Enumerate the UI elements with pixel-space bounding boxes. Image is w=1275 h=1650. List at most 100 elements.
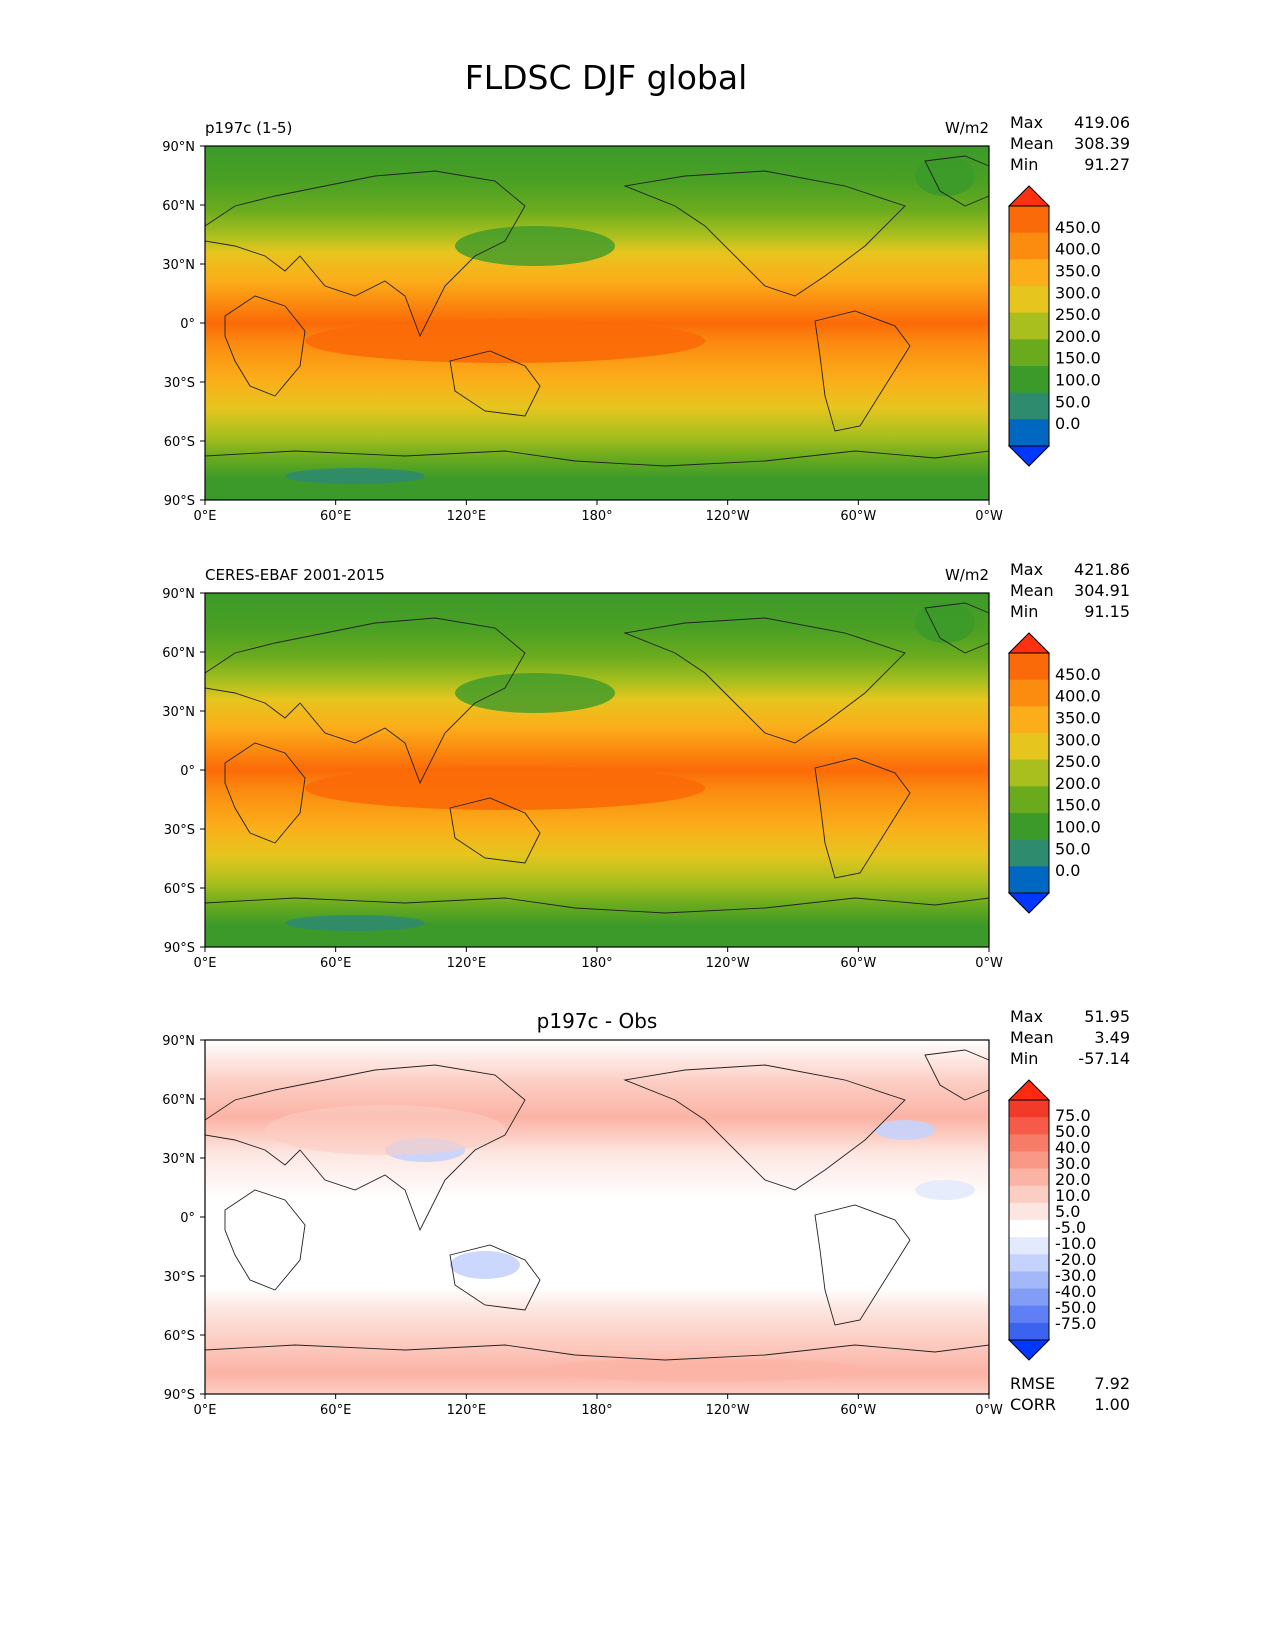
field-feature — [455, 226, 615, 266]
panel-title: p197c - Obs — [537, 1009, 658, 1033]
panel-top: 90°N 60°N 30°N 0° 30°S 60°S 90°S0°E 60°E 120°E 18… — [162, 113, 1130, 524]
lat-tick-label: 30°S — [164, 1270, 195, 1285]
colorbar-segment — [1009, 839, 1049, 867]
lat-tick-label: 90°N — [162, 1034, 195, 1049]
colorbar-label: 250.0 — [1055, 752, 1101, 771]
colorbar-label: -10.0 — [1055, 1234, 1096, 1253]
lon-tick-label: 60°E — [320, 956, 351, 971]
lat-tick-label: 60°S — [164, 1329, 195, 1344]
panel-units: W/m2 — [945, 119, 989, 137]
colorbar-label: 0.0 — [1055, 414, 1080, 433]
colorbar-label: -75.0 — [1055, 1314, 1096, 1333]
lon-tick-label: 0°W — [975, 509, 1003, 524]
colorbar-label: 75.0 — [1055, 1106, 1091, 1125]
lon-tick-label: 180° — [581, 956, 612, 971]
stat-label: Min — [1010, 155, 1038, 174]
lon-tick-label: 0°W — [975, 956, 1003, 971]
panel-title: p197c (1-5) — [205, 119, 292, 137]
colorbar-segment — [1009, 813, 1049, 841]
stat-value: 3.49 — [1094, 1028, 1130, 1047]
colorbar-segment — [1009, 1254, 1049, 1272]
figure-title: FLDSC DJF global — [465, 58, 748, 97]
panels: 90°N60°N30°N0°30°S60°S90°S0°E 60°E 120°E 18… — [162, 113, 1130, 1418]
colorbar-segment — [1009, 1134, 1049, 1152]
lat-tick-label: 0° — [180, 317, 195, 332]
stat-label: Mean — [1010, 581, 1054, 600]
stat-value: 421.86 — [1074, 560, 1130, 579]
lon-tick-label: 120°E — [447, 509, 487, 524]
colorbar-label: 200.0 — [1055, 327, 1101, 346]
stat-value: -57.14 — [1078, 1049, 1130, 1068]
lat-tick-label: 90°N — [162, 140, 195, 155]
colorbar-label: 5.0 — [1055, 1202, 1080, 1221]
colorbar-label: 50.0 — [1055, 839, 1091, 858]
colorbar-cap-bottom — [1007, 892, 1051, 914]
lat-tick-label: 90°N — [162, 587, 195, 602]
lon-tick-label: 0°E — [194, 956, 217, 971]
field-feature — [545, 1358, 865, 1382]
stat-label: Max — [1010, 113, 1043, 132]
colorbar-label: 400.0 — [1055, 240, 1101, 259]
field-feature — [285, 468, 425, 484]
colorbar-label: -30.0 — [1055, 1266, 1096, 1285]
lat-tick-label: 90°S — [164, 494, 195, 509]
lat-tick-label: 60°N — [162, 646, 195, 661]
lon-tick-label: 0°E — [194, 509, 217, 524]
stat-label: Max — [1010, 1007, 1043, 1026]
footer-label: RMSE — [1010, 1374, 1055, 1393]
colorbar-label: 200.0 — [1055, 774, 1101, 793]
colorbar-segment — [1009, 1237, 1049, 1255]
panel-units: W/m2 — [945, 566, 989, 584]
lon-tick-label: 180° — [581, 509, 612, 524]
lon-tick-label: 120°E — [447, 956, 487, 971]
colorbar-label: 100.0 — [1055, 371, 1101, 390]
colorbar-label: 50.0 — [1055, 392, 1091, 411]
colorbar-segment — [1009, 419, 1049, 447]
field-feature — [915, 603, 975, 643]
lat-tick-label: 30°N — [162, 705, 195, 720]
colorbar-label: 40.0 — [1055, 1138, 1091, 1157]
colorbar-label: 20.0 — [1055, 1170, 1091, 1189]
stat-value: 419.06 — [1074, 113, 1130, 132]
map-field — [205, 1040, 989, 1394]
colorbar-label: -5.0 — [1055, 1218, 1086, 1237]
lat-tick-label: 30°S — [164, 376, 195, 391]
lon-tick-label: 180° — [581, 1403, 612, 1418]
colorbar-label: 0.0 — [1055, 861, 1080, 880]
colorbar-segment — [1009, 312, 1049, 340]
colorbar-segment — [1009, 232, 1049, 260]
colorbar-segment — [1009, 1100, 1049, 1118]
lon-tick-label: 0°E — [194, 1403, 217, 1418]
lon-tick-label: 60°W — [840, 956, 876, 971]
lat-tick-label: 0° — [180, 1211, 195, 1226]
footer-value: 1.00 — [1094, 1395, 1130, 1414]
field-feature — [285, 915, 425, 931]
field-feature — [455, 673, 615, 713]
field-feature — [915, 1180, 975, 1200]
colorbar-label: 100.0 — [1055, 818, 1101, 837]
colorbar-segment — [1009, 786, 1049, 814]
colorbar-segment — [1009, 1305, 1049, 1324]
colorbar-segment — [1009, 1151, 1049, 1170]
colorbar-segment — [1009, 1202, 1049, 1221]
colorbar-segment — [1009, 286, 1049, 314]
colorbar-segment — [1009, 1288, 1049, 1307]
colorbar-label: 30.0 — [1055, 1154, 1091, 1173]
stat-value: 91.27 — [1084, 155, 1130, 174]
colorbar-segment — [1009, 1322, 1049, 1341]
stat-value: 308.39 — [1074, 134, 1130, 153]
colorbar-cap-top — [1007, 185, 1051, 207]
lon-tick-label: 120°W — [706, 509, 750, 524]
lon-tick-label: 60°W — [840, 509, 876, 524]
lat-tick-label: 60°N — [162, 1093, 195, 1108]
colorbar-segment — [1009, 366, 1049, 394]
field-feature — [875, 1120, 935, 1140]
lon-tick-label: 120°W — [706, 956, 750, 971]
stat-label: Mean — [1010, 134, 1054, 153]
colorbar-segment — [1009, 339, 1049, 367]
lon-tick-label: 120°E — [447, 1403, 487, 1418]
colorbar-label: 150.0 — [1055, 796, 1101, 815]
panel-bottom: 90°N 60°N 30°N 0° 30°S 60°S 90°S0°E 60°E 120°E 18… — [162, 1007, 1130, 1418]
panel-middle: 90°N 60°N 30°N 0° 30°S 60°S 90°S0°E 60°E 120°E 18… — [162, 560, 1130, 971]
